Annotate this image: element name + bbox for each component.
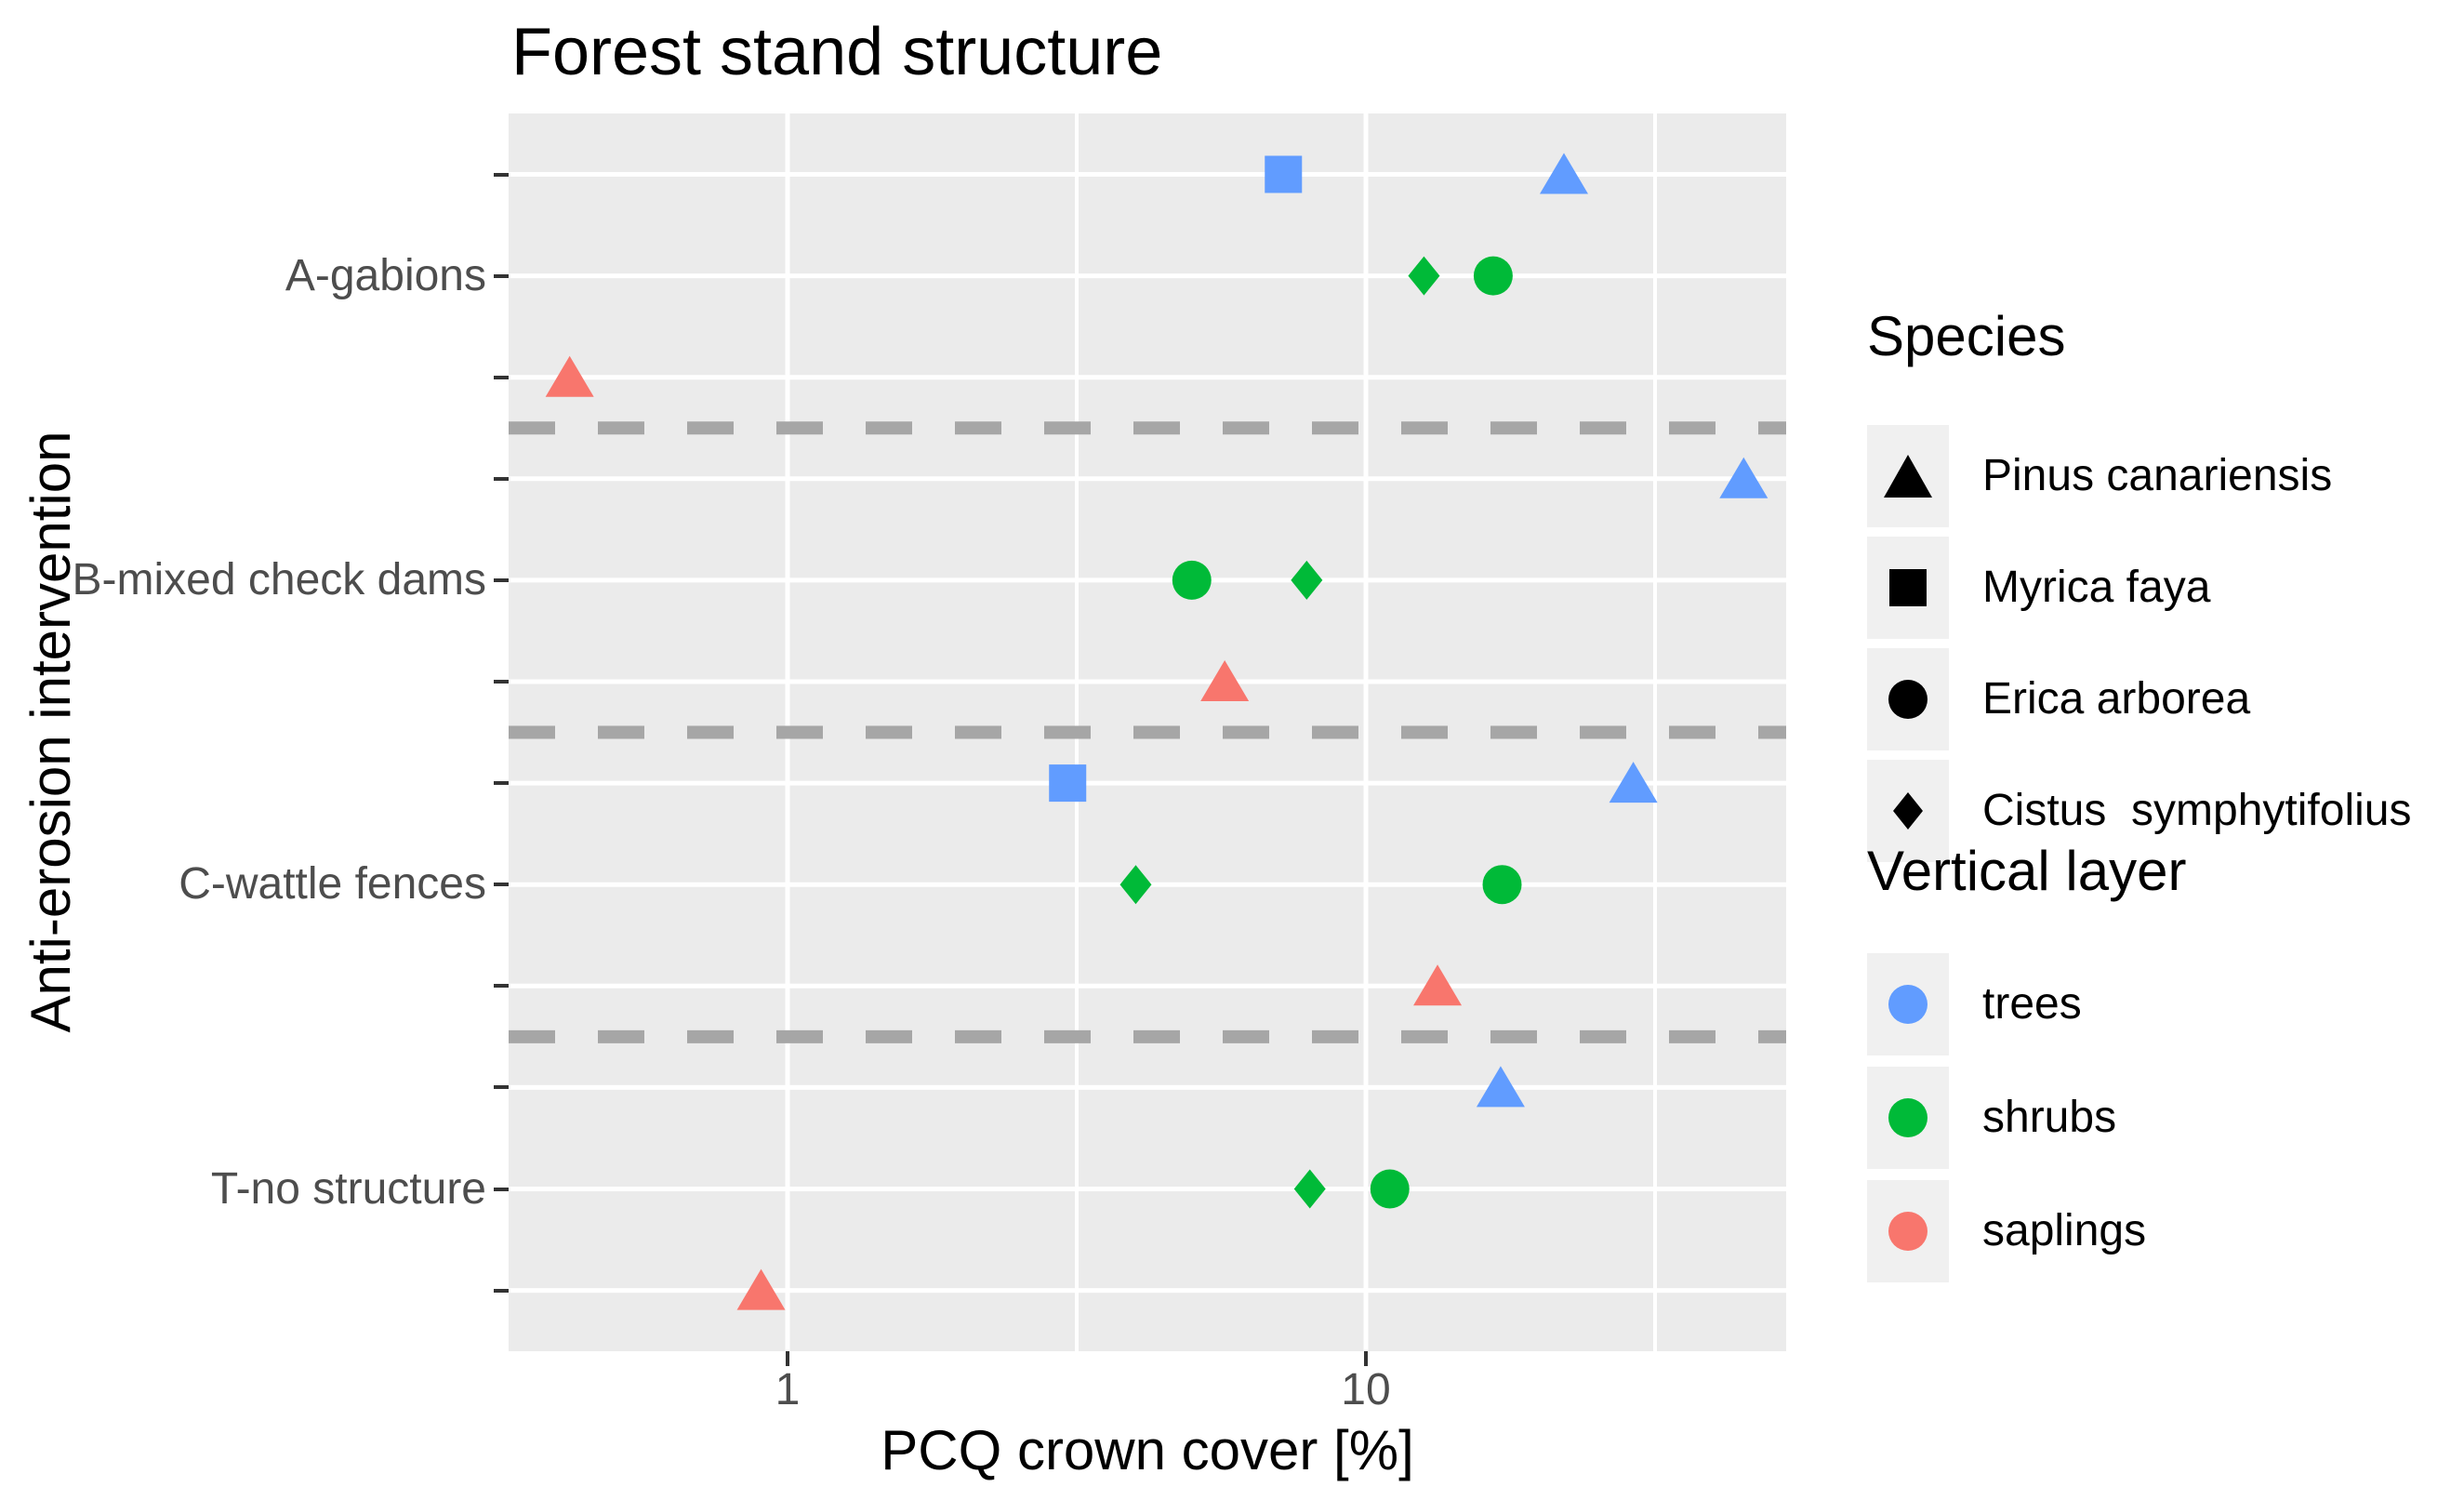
ytick-label-b-mixed-check-dams: B-mixed check dams <box>72 555 486 604</box>
y-axis-tick <box>494 984 509 989</box>
legend-key-erica <box>1867 648 1949 750</box>
legend-label-saplings: saplings <box>1982 1206 2147 1255</box>
point-circle-shrubs <box>1172 560 1212 600</box>
point-triangle-trees <box>1609 762 1658 803</box>
xtick-label-10: 10 <box>1341 1365 1391 1414</box>
legend-label-erica: Erica arborea <box>1982 674 2251 723</box>
point-square-trees <box>1049 764 1087 803</box>
ytick-label-c-wattle-fences: C-wattle fences <box>179 859 486 909</box>
y-axis-tick <box>494 476 509 481</box>
y-axis-tick <box>494 273 509 278</box>
legend-key-trees <box>1867 953 1949 1055</box>
legend-key-pinus <box>1867 425 1949 527</box>
x-axis-title: PCQ crown cover [%] <box>881 1419 1414 1481</box>
circle-icon <box>1888 680 1927 719</box>
plot-panel <box>509 113 1786 1351</box>
legend-species-title: Species <box>1867 305 2066 367</box>
point-triangle-saplings <box>1200 660 1250 701</box>
ytick-label-a-gabions: A-gabions <box>285 251 486 300</box>
y-axis-tick <box>494 1288 509 1293</box>
point-diamond-shrubs <box>1408 256 1440 296</box>
shrubs-circle-icon <box>1888 1098 1927 1137</box>
legend-vertical-layer-title: Vertical layer <box>1867 840 2187 902</box>
point-triangle-trees <box>1719 457 1769 498</box>
legend-label-myrica: Myrica faya <box>1982 563 2211 612</box>
y-axis-tick <box>494 577 509 582</box>
y-axis-tick <box>494 1187 509 1191</box>
point-square-trees <box>1265 155 1303 193</box>
legend-key-shrubs <box>1867 1067 1949 1169</box>
saplings-circle-icon <box>1888 1212 1927 1251</box>
point-triangle-saplings <box>545 355 594 397</box>
xtick-label-1: 1 <box>775 1365 801 1414</box>
triangle-icon <box>1884 455 1932 498</box>
legend-label-cistus: Cistus symphytifolius <box>1982 786 2412 835</box>
y-axis-tick <box>494 883 509 887</box>
plot-title: Forest stand structure <box>511 15 1163 89</box>
point-circle-shrubs <box>1473 256 1513 296</box>
ytick-label-t-no-structure: T-no structure <box>210 1164 486 1214</box>
y-axis-tick <box>494 680 509 684</box>
point-circle-shrubs <box>1370 1169 1410 1209</box>
diamond-icon <box>1893 792 1923 830</box>
trees-circle-icon <box>1888 985 1927 1024</box>
x-axis-tick <box>1364 1351 1368 1366</box>
point-triangle-trees <box>1476 1066 1525 1108</box>
point-triangle-trees <box>1539 153 1588 194</box>
point-diamond-shrubs <box>1293 1169 1326 1209</box>
point-triangle-saplings <box>1413 964 1463 1006</box>
legend-key-saplings <box>1867 1180 1949 1282</box>
legend-label-trees: trees <box>1982 979 2082 1029</box>
y-axis-tick <box>494 375 509 379</box>
legend-label-shrubs: shrubs <box>1982 1093 2117 1142</box>
y-axis-tick <box>494 1085 509 1090</box>
square-icon <box>1889 569 1927 606</box>
legend-label-pinus: Pinus canariensis <box>1982 451 2333 500</box>
x-axis-tick <box>786 1351 789 1366</box>
point-triangle-saplings <box>736 1268 786 1310</box>
point-circle-shrubs <box>1482 865 1522 905</box>
y-axis-tick <box>494 172 509 177</box>
point-diamond-shrubs <box>1291 560 1323 600</box>
point-diamond-shrubs <box>1119 865 1152 905</box>
y-axis-tick <box>494 781 509 786</box>
legend-key-myrica <box>1867 537 1949 639</box>
legend-key-cistus <box>1867 760 1949 862</box>
plot-panel-canvas <box>509 113 1786 1351</box>
